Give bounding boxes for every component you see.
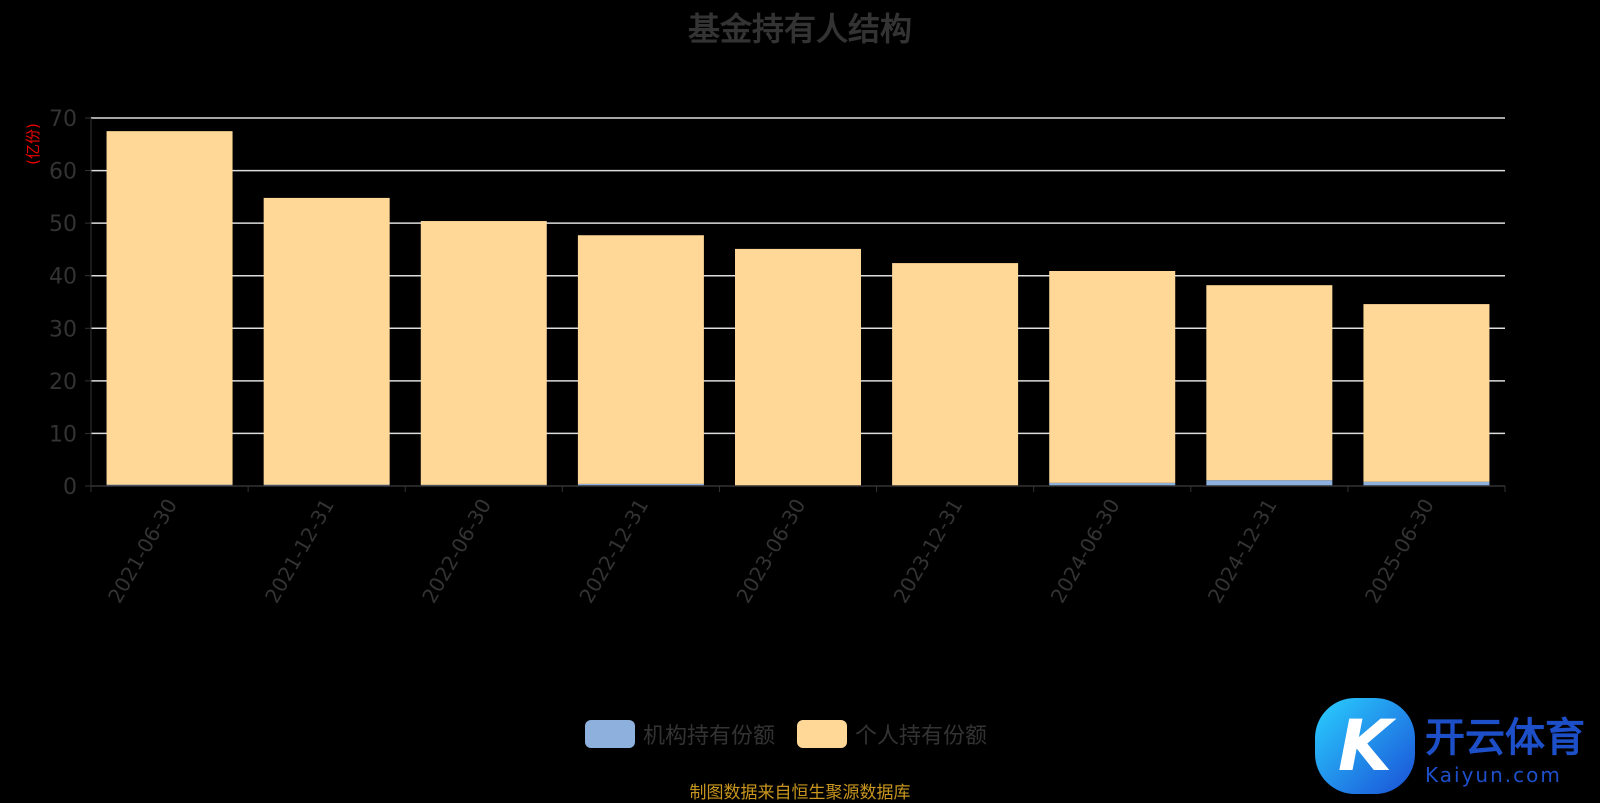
bar-personal bbox=[263, 197, 390, 485]
x-tick-label: 2021-06-30 bbox=[103, 495, 182, 608]
bar-personal bbox=[420, 221, 547, 485]
x-tick-label: 2024-06-30 bbox=[1046, 495, 1125, 608]
legend-item-personal[interactable]: 个人持有份额 bbox=[797, 718, 987, 750]
logo-icon: K bbox=[1315, 698, 1415, 794]
x-tick-label: 2022-06-30 bbox=[417, 495, 496, 608]
x-tick-label: 2024-12-31 bbox=[1203, 495, 1282, 608]
chart-title: 基金持有人结构 bbox=[687, 10, 912, 48]
bar-personal bbox=[106, 131, 233, 485]
y-tick-label: 0 bbox=[63, 475, 77, 500]
y-tick-label: 30 bbox=[49, 317, 77, 342]
bar-institutional bbox=[1363, 481, 1490, 486]
y-tick-label: 70 bbox=[49, 107, 77, 132]
y-tick-label: 10 bbox=[49, 422, 77, 447]
legend: 机构持有份额 个人持有份额 bbox=[585, 718, 1009, 750]
source-note: 制图数据来自恒生聚源数据库 bbox=[689, 783, 911, 803]
x-tick-label: 2022-12-31 bbox=[574, 495, 653, 608]
bar-personal bbox=[1049, 270, 1176, 483]
legend-swatch bbox=[585, 720, 635, 748]
watermark-logo: K 开云体育 Kaiyun.com bbox=[1315, 698, 1585, 794]
legend-label: 机构持有份额 bbox=[643, 724, 776, 749]
legend-label: 个人持有份额 bbox=[855, 724, 988, 749]
bar-personal bbox=[1363, 304, 1490, 482]
bar-personal bbox=[892, 263, 1019, 486]
bar-chart: 0 10 20 30 40 50 60 70 (亿份) 2021-06-30 2021-12-31 2… bbox=[24, 107, 1506, 608]
y-tick-label: 50 bbox=[49, 212, 77, 237]
y-axis-label: (亿份) bbox=[24, 123, 42, 165]
bar-institutional bbox=[1049, 482, 1176, 486]
x-tick-label: 2021-12-31 bbox=[260, 495, 339, 608]
bar-personal bbox=[577, 235, 704, 484]
y-tick-label: 40 bbox=[49, 265, 77, 290]
bar-institutional bbox=[577, 483, 704, 486]
bar-personal bbox=[735, 248, 861, 486]
bar-institutional bbox=[1206, 480, 1333, 486]
y-tick-label: 60 bbox=[49, 160, 77, 185]
logo-text-cn: 开云体育 bbox=[1425, 715, 1585, 761]
x-tick-label: 2025-06-30 bbox=[1360, 495, 1439, 608]
bar-personal bbox=[1206, 285, 1333, 481]
y-tick-label: 20 bbox=[49, 370, 77, 395]
legend-item-institutional[interactable]: 机构持有份额 bbox=[585, 718, 775, 750]
legend-swatch bbox=[797, 720, 848, 748]
x-tick-label: 2023-12-31 bbox=[889, 495, 968, 608]
x-tick-label: 2023-06-30 bbox=[731, 495, 810, 608]
logo-text-en: Kaiyun.com bbox=[1425, 763, 1562, 787]
